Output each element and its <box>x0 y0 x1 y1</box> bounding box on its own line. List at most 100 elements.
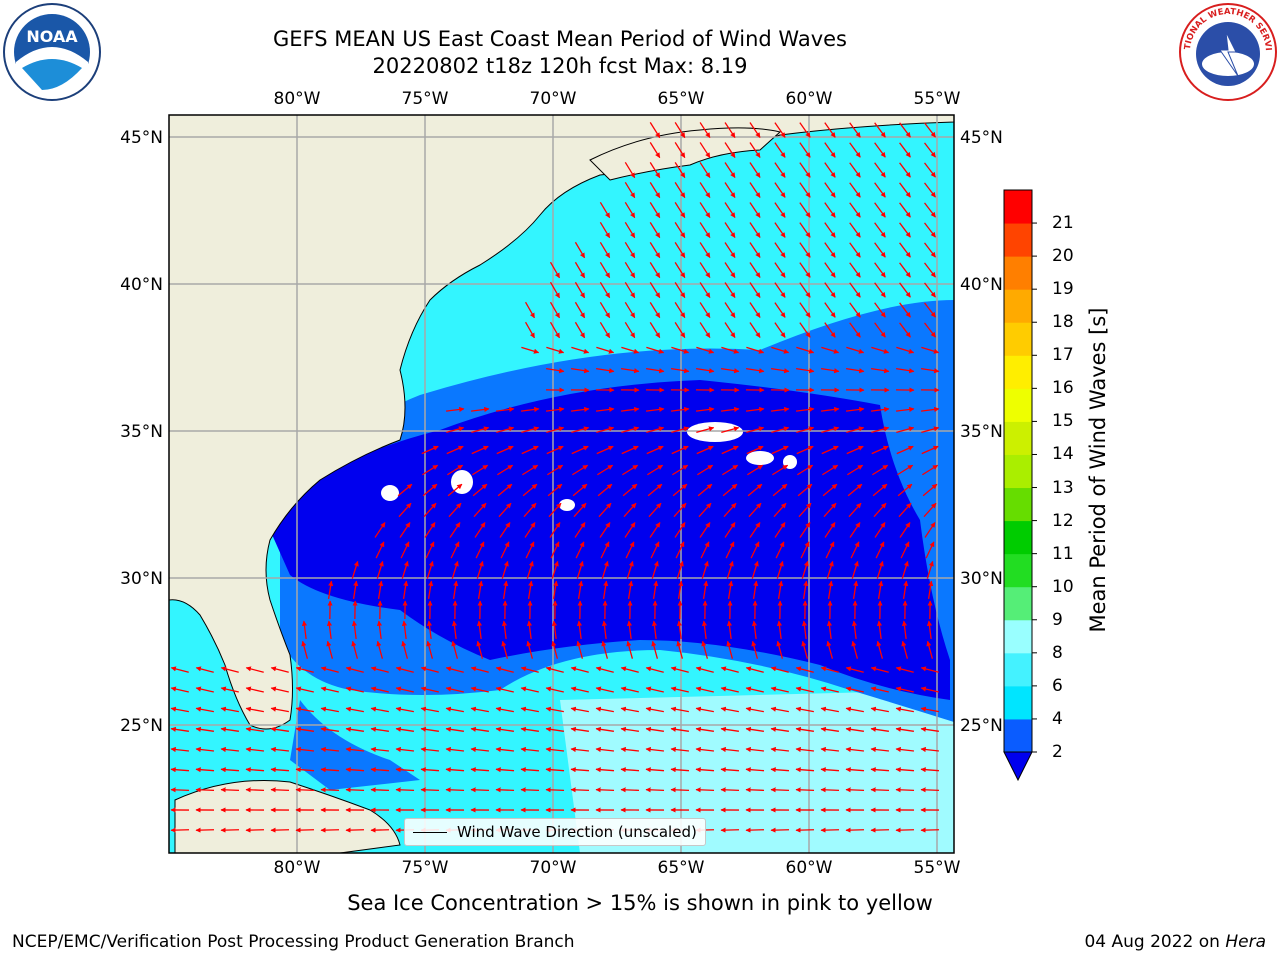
wind-arrow <box>845 767 865 773</box>
wind-arrow <box>445 666 464 673</box>
wind-arrow <box>502 580 509 599</box>
wind-arrow <box>195 706 214 713</box>
wind-arrow <box>320 787 340 793</box>
wind-arrow <box>447 483 463 497</box>
wind-arrow <box>374 522 386 538</box>
wind-arrow <box>574 522 586 538</box>
colorbar-tick-label: 18 <box>1052 312 1074 333</box>
wind-arrow <box>574 301 586 319</box>
wind-arrow <box>672 483 688 497</box>
wind-arrow <box>645 746 665 753</box>
wind-arrow <box>595 726 614 732</box>
wind-arrow <box>370 827 390 833</box>
wind-arrow <box>649 142 661 159</box>
wind-arrow <box>477 580 484 599</box>
wind-arrow <box>674 522 686 538</box>
wind-arrow <box>326 620 333 640</box>
colorbar-tick-label: 14 <box>1052 444 1074 465</box>
wind-arrow <box>671 367 690 374</box>
lat-tick-label: 35°N <box>960 422 1003 442</box>
wind-arrow <box>270 827 290 833</box>
wind-arrow <box>546 367 565 374</box>
wind-arrow <box>621 426 640 434</box>
nws-logo: NATIONAL WEATHER SERVICE <box>1174 0 1278 102</box>
wind-arrow <box>351 620 358 640</box>
wind-arrow <box>545 726 564 732</box>
wind-arrow <box>471 426 490 434</box>
wind-arrow <box>375 541 385 559</box>
colorbar-tick-label: 8 <box>1052 642 1063 663</box>
wind-arrow <box>724 302 736 318</box>
wind-arrow <box>871 346 890 354</box>
wind-arrow <box>720 406 740 413</box>
wind-arrow <box>571 426 590 434</box>
wind-arrow <box>871 367 890 374</box>
wind-arrow <box>570 767 590 773</box>
wind-arrow <box>899 162 911 178</box>
wind-arrow <box>750 541 760 559</box>
wind-arrow <box>701 620 708 640</box>
sea-ice-note: Sea Ice Concentration > 15% is shown in … <box>347 891 933 915</box>
wind-arrow <box>447 464 464 476</box>
wind-arrow <box>776 620 783 640</box>
wind-arrow <box>295 767 315 773</box>
wind-arrow <box>670 787 690 793</box>
footer-date: 04 Aug 2022 on Hera <box>1084 932 1266 952</box>
wind-arrow <box>920 686 939 693</box>
wind-arrow <box>872 464 889 476</box>
noaa-logo-text: NOAA <box>26 27 78 46</box>
wind-arrow <box>925 541 935 559</box>
wind-arrow <box>270 686 289 693</box>
wind-arrow <box>874 202 886 218</box>
wind-arrow <box>797 483 813 497</box>
colorbar-tick-label: 12 <box>1052 510 1074 531</box>
wind-arrow <box>924 162 936 178</box>
wind-arrow <box>821 426 840 434</box>
wind-arrow <box>895 406 915 413</box>
wind-arrow <box>845 746 865 753</box>
wind-arrow <box>899 202 911 218</box>
wind-arrow <box>852 580 859 599</box>
wind-arrow <box>245 666 264 673</box>
wind-arrow <box>645 726 664 732</box>
wind-arrow <box>799 282 811 298</box>
wind-arrow <box>621 367 640 374</box>
wind-arrow <box>826 620 833 640</box>
wind-arrow <box>870 666 889 673</box>
wind-arrow <box>770 746 790 753</box>
wind-arrow <box>876 640 884 659</box>
wind-arrow <box>695 686 714 693</box>
wind-arrow <box>495 767 515 773</box>
wind-arrow <box>398 502 412 518</box>
wind-arrow <box>699 182 711 198</box>
wind-arrow <box>426 620 433 640</box>
wind-arrow <box>924 302 936 318</box>
wind-arrow <box>774 162 786 178</box>
wind-arrow <box>922 483 938 497</box>
wind-arrow <box>577 580 584 599</box>
wind-arrow <box>920 406 940 413</box>
lat-tick-label: 35°N <box>120 422 163 442</box>
wind-arrow <box>470 726 489 732</box>
wind-arrow <box>923 502 937 518</box>
wind-arrow <box>621 346 640 354</box>
wind-arrow <box>699 222 711 238</box>
wind-arrow <box>675 541 685 559</box>
wind-arrow <box>595 686 614 693</box>
colorbar-tick-label: 20 <box>1052 246 1074 267</box>
wind-arrow <box>301 640 309 659</box>
wind-arrow <box>445 787 465 793</box>
wind-arrow <box>774 182 786 198</box>
wind-arrow <box>570 787 590 793</box>
wind-arrow <box>572 483 588 497</box>
wind-arrow <box>245 827 265 833</box>
wind-arrow <box>774 282 786 298</box>
wind-arrow <box>845 706 864 713</box>
wind-arrow <box>774 202 786 218</box>
wind-arrow <box>395 746 415 753</box>
wind-arrow <box>795 686 814 693</box>
wind-arrow <box>774 122 786 138</box>
wind-arrow <box>920 767 940 773</box>
wind-arrow <box>574 281 586 299</box>
wind-arrow <box>622 464 639 476</box>
